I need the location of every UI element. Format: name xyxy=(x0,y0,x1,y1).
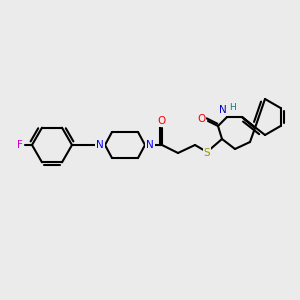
Text: H: H xyxy=(229,103,236,112)
Text: O: O xyxy=(197,114,205,124)
Text: N: N xyxy=(146,140,154,150)
Text: N: N xyxy=(219,105,227,115)
Text: N: N xyxy=(96,140,104,150)
Text: O: O xyxy=(158,116,166,126)
Text: S: S xyxy=(204,148,210,158)
Text: F: F xyxy=(17,140,23,150)
